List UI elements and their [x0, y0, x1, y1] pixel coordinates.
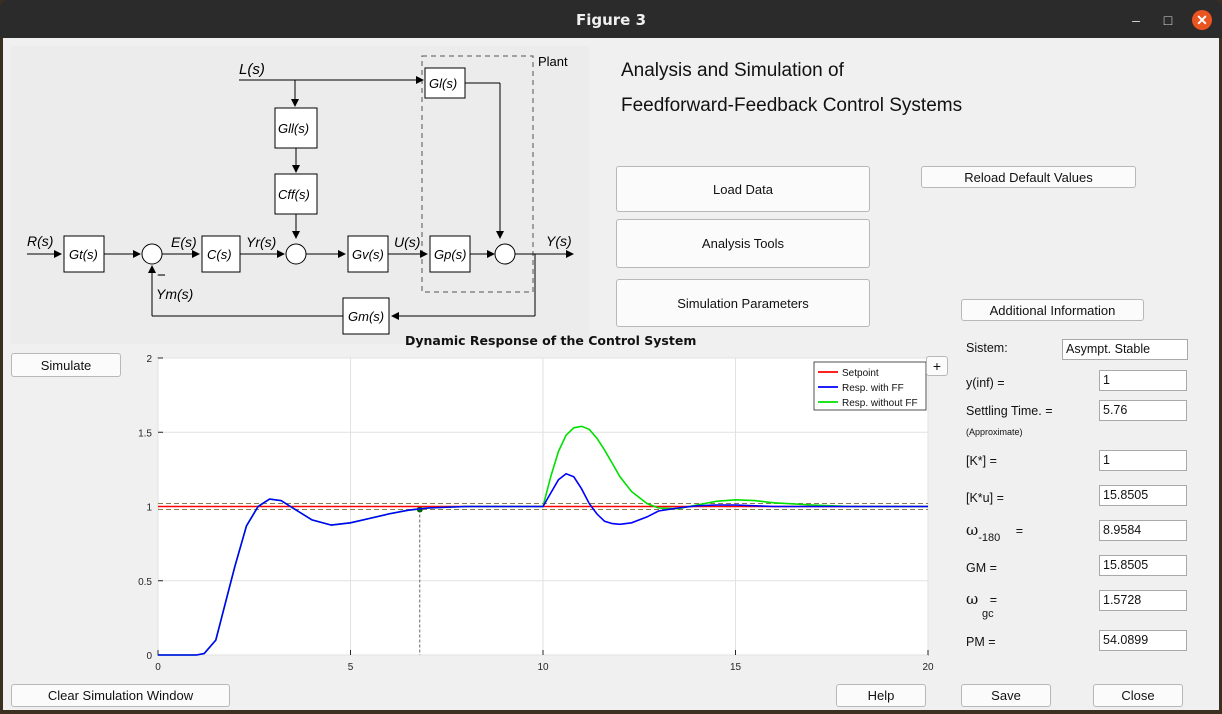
block-Cff-label: Cff(s)	[278, 187, 310, 202]
block-Gv	[347, 235, 389, 273]
window-titlebar: Figure 3 – □ ✕	[0, 0, 1222, 38]
signal-Yr: Yr(s)	[246, 234, 276, 250]
signal-E: E(s)	[171, 234, 197, 250]
block-Gt-label: Gt(s)	[69, 247, 98, 262]
clear-simulation-window-button[interactable]: Clear Simulation Window	[11, 684, 230, 707]
x-tick-label: 10	[537, 662, 549, 673]
settling-time-field[interactable]: 5.76	[1099, 400, 1187, 421]
k-star-u-label: [K*u] =	[966, 491, 1004, 505]
omega-180-subscript: -180	[978, 532, 1001, 544]
signal-U: U(s)	[394, 234, 420, 250]
series-line-with-ff	[158, 472, 928, 656]
k-star-label: [K*] =	[966, 454, 997, 468]
omega-gc-symbol: ω	[966, 590, 979, 608]
gm-label: GM =	[966, 561, 997, 575]
close-window-icon[interactable]: ✕	[1192, 10, 1212, 30]
block-Gp-label: Gp(s)	[434, 247, 467, 262]
block-Gm	[342, 297, 390, 335]
omega-gc-equals: =	[989, 593, 998, 607]
omega-gc-subscript: gc	[982, 608, 994, 620]
plant-boundary	[421, 55, 534, 293]
y-tick-label: 0	[146, 651, 152, 662]
y-tick-label: 2	[146, 354, 152, 365]
omega-180-field[interactable]: 8.9584	[1099, 520, 1187, 541]
x-tick-label: 15	[730, 662, 742, 673]
legend-label: Resp. without FF	[842, 398, 918, 409]
load-data-button[interactable]: Load Data	[616, 166, 870, 212]
omega-180-label: ω-180 =	[966, 521, 1023, 544]
plant-label: Plant	[538, 54, 568, 69]
window-title: Figure 3	[575, 11, 647, 29]
save-button[interactable]: Save	[961, 684, 1051, 707]
simulate-button[interactable]: Simulate	[11, 353, 121, 377]
block-Gv-label: Gv(s)	[352, 247, 384, 262]
sistem-field[interactable]: Asympt. Stable	[1062, 339, 1188, 360]
gm-field[interactable]: 15.8505	[1099, 555, 1187, 576]
block-Gl	[424, 67, 466, 99]
app-title-line2: Feedforward-Feedback Control Systems	[621, 95, 963, 116]
k-star-u-field[interactable]: 15.8505	[1099, 485, 1187, 506]
omega-180-equals: =	[1015, 524, 1024, 538]
sistem-label: Sistem:	[966, 341, 1008, 355]
maximize-icon[interactable]: □	[1163, 12, 1173, 28]
omega-gc-label: ω = gc	[966, 590, 998, 620]
summing-junction-error	[141, 243, 163, 265]
signal-L: L(s)	[239, 61, 265, 78]
block-Gm-label: Gm(s)	[348, 309, 384, 324]
pm-label: PM =	[966, 635, 996, 649]
y-tick-label: 1	[146, 503, 152, 514]
legend-label: Resp. with FF	[842, 383, 904, 394]
summing-junction-ff	[285, 243, 307, 265]
additional-information-button[interactable]: Additional Information	[961, 299, 1144, 321]
y-tick-label: 1.5	[138, 428, 152, 439]
response-chart: 0 5 10 15 20 0 0.5 1 1.5 2 Setpoint Resp. with FF Re…	[138, 354, 934, 673]
yinf-label: y(inf) =	[966, 376, 1005, 390]
block-diagram: Plant L(s) Gl(s) Gll(s) Cff(s) R(s) Gt(s…	[11, 46, 589, 344]
x-tick-label: 0	[155, 662, 161, 673]
omega-gc-field[interactable]: 1.5728	[1099, 590, 1187, 611]
block-Gll-label: Gll(s)	[278, 121, 309, 136]
close-button[interactable]: Close	[1093, 684, 1183, 707]
help-button[interactable]: Help	[836, 684, 926, 707]
block-Gl-label: Gl(s)	[429, 76, 457, 91]
x-tick-label: 20	[922, 662, 934, 673]
legend-label: Setpoint	[842, 368, 879, 379]
yinf-field[interactable]: 1	[1099, 370, 1187, 391]
signal-R: R(s)	[27, 233, 53, 249]
app-title-line1: Analysis and Simulation of	[621, 60, 844, 81]
x-tick-label: 5	[348, 662, 354, 673]
pm-field[interactable]: 54.0899	[1099, 630, 1187, 651]
k-star-field[interactable]: 1	[1099, 450, 1187, 471]
omega-180-symbol: ω	[966, 521, 979, 539]
analysis-tools-button[interactable]: Analysis Tools	[616, 219, 870, 268]
approximate-note: (Approximate)	[966, 427, 1023, 437]
signal-Ym: Ym(s)	[156, 286, 193, 302]
y-tick-label: 0.5	[138, 577, 152, 588]
chart-title: Dynamic Response of the Control System	[405, 333, 697, 348]
reload-defaults-button[interactable]: Reload Default Values	[921, 166, 1136, 188]
settling-time-label: Settling Time. =	[966, 404, 1053, 418]
figure-client-area: Plant L(s) Gl(s) Gll(s) Cff(s) R(s) Gt(s…	[3, 38, 1219, 710]
block-C	[201, 235, 241, 273]
signal-Y: Y(s)	[546, 233, 572, 249]
minimize-icon[interactable]: –	[1132, 12, 1140, 28]
plus-button[interactable]: +	[926, 356, 948, 376]
summing-junction-output	[494, 243, 516, 265]
block-Gp	[429, 235, 471, 273]
block-Gt	[63, 235, 105, 273]
minus-sign: −	[157, 267, 166, 284]
block-C-label: C(s)	[207, 247, 232, 262]
simulation-parameters-button[interactable]: Simulation Parameters	[616, 279, 870, 327]
